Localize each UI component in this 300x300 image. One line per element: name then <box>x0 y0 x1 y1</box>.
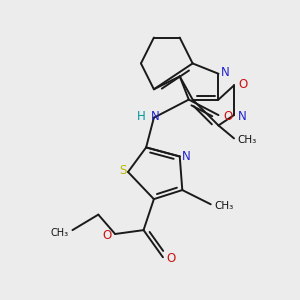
Text: S: S <box>119 164 127 177</box>
Text: H: H <box>136 110 145 123</box>
Text: N: N <box>237 110 246 123</box>
Text: O: O <box>238 78 248 91</box>
Text: N: N <box>182 150 190 163</box>
Text: CH₃: CH₃ <box>50 228 69 238</box>
Text: CH₃: CH₃ <box>214 201 233 211</box>
Text: O: O <box>223 110 232 123</box>
Text: N: N <box>220 66 229 79</box>
Text: CH₃: CH₃ <box>237 135 256 145</box>
Text: N: N <box>151 110 160 123</box>
Text: O: O <box>166 252 175 265</box>
Text: O: O <box>103 229 112 242</box>
